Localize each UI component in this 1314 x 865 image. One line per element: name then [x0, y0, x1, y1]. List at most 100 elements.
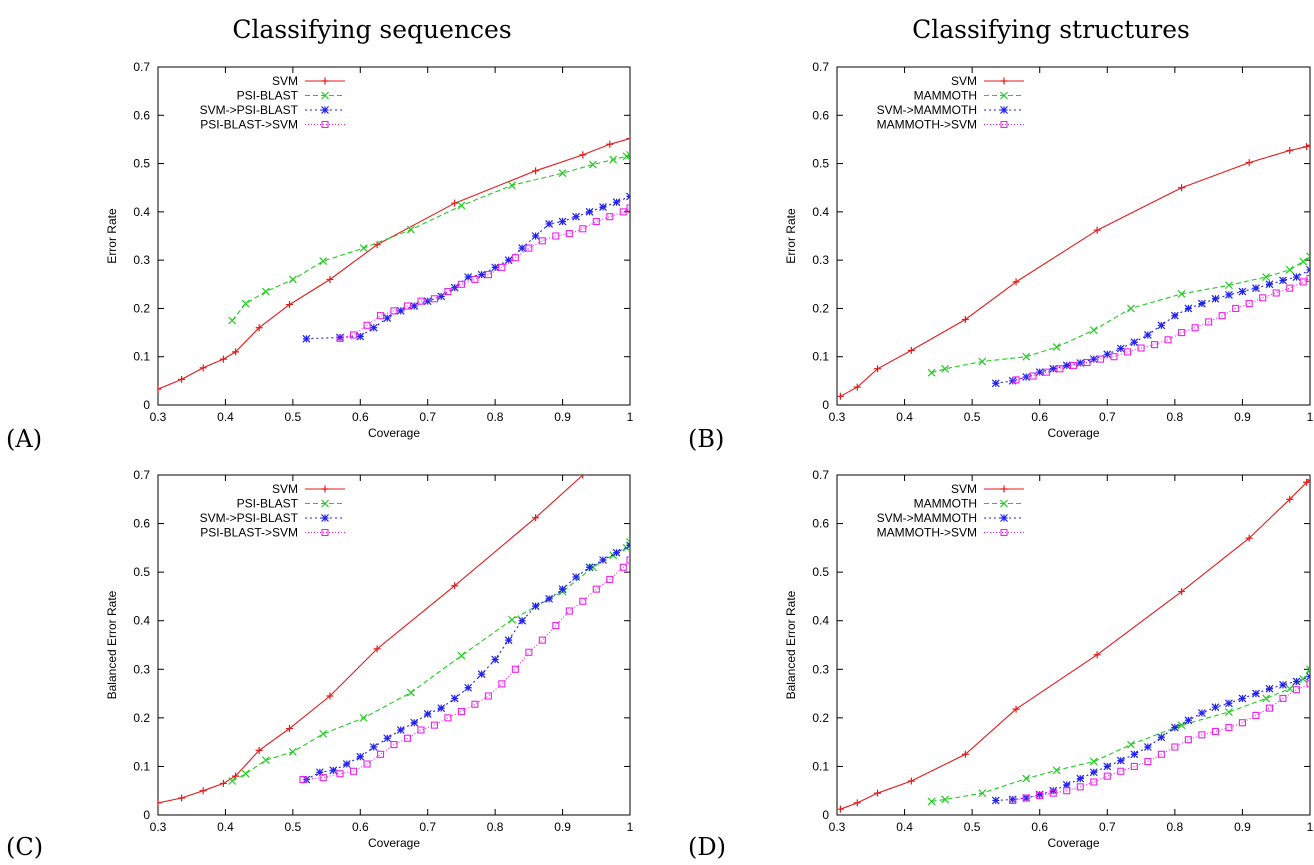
x-tick-label: 0.8 [487, 820, 504, 834]
x-tick-label: 1 [627, 410, 634, 424]
data-point [471, 700, 479, 708]
x-tick-label: 0.9 [1234, 820, 1251, 834]
data-point [1076, 359, 1085, 367]
data-point [538, 636, 546, 644]
data-point [927, 797, 936, 806]
data-point [369, 743, 378, 751]
data-point [1286, 147, 1294, 155]
data-point [1103, 762, 1112, 771]
x-tick-label: 0.4 [896, 410, 913, 424]
data-point [518, 616, 527, 625]
plot-frame [157, 66, 631, 406]
x-tick-label: 0.7 [419, 820, 436, 834]
data-point [491, 263, 500, 272]
x-tick-label: 0.4 [217, 410, 234, 424]
data-point [511, 665, 519, 673]
data-point [531, 602, 540, 611]
data-point [991, 379, 1000, 388]
data-point [1062, 361, 1071, 370]
data-point [1049, 364, 1058, 373]
data-point [1096, 355, 1105, 363]
data-point [592, 217, 600, 226]
data-point [423, 297, 432, 306]
data-point [1171, 743, 1179, 751]
legend-marker [1000, 485, 1008, 493]
panel-label: (C) [6, 833, 43, 861]
data-point [874, 789, 882, 797]
data-point [457, 201, 466, 210]
data-point [484, 271, 492, 279]
legend-label: MAMMOTH [914, 497, 977, 511]
data-point [1299, 257, 1308, 266]
x-tick-label: 0.5 [285, 820, 302, 834]
data-point [1224, 708, 1233, 716]
y-axis-label: Error Rate [784, 208, 798, 264]
data-point [498, 263, 506, 271]
series-2 [991, 265, 1310, 388]
data-point [1170, 723, 1179, 732]
legend-marker [321, 77, 329, 85]
legend-label: SVM->MAMMOTH [877, 103, 977, 117]
data-point [1127, 740, 1135, 749]
chart-panel-c: (C) 0.3 0.4 0.5 0.6 0.7 0.8 0.9 1 0 0.1 0.2 0.3 0.4 0.… [6, 468, 634, 861]
series-3 [336, 204, 630, 342]
data-point [978, 357, 987, 366]
data-point [417, 726, 425, 734]
data-point [1022, 352, 1031, 361]
data-point [241, 769, 250, 778]
data-point [1198, 731, 1206, 739]
series-line [306, 544, 630, 780]
data-point [1224, 699, 1233, 708]
data-point [1008, 795, 1017, 804]
x-tick-label: 0.7 [1099, 820, 1116, 834]
data-point [1292, 686, 1301, 694]
x-tick-label: 0.5 [964, 410, 981, 424]
x-tick-label: 0.9 [554, 410, 571, 424]
data-point [508, 615, 516, 624]
data-point [518, 244, 527, 252]
legend-marker [1000, 91, 1008, 100]
data-point [498, 680, 506, 688]
data-point [1089, 757, 1098, 766]
x-tick-label: 1 [1307, 820, 1314, 834]
data-point [1151, 341, 1159, 349]
legend-marker [1000, 106, 1008, 114]
data-point [1029, 372, 1037, 380]
y-tick-label: 0.4 [812, 205, 829, 219]
legend-label: MAMMOTH->SVM [877, 118, 977, 132]
series-0 [837, 476, 1310, 813]
series-1 [927, 252, 1310, 377]
data-point [837, 392, 844, 400]
data-point [376, 750, 385, 758]
legend-label: MAMMOTH->SVM [877, 526, 977, 540]
data-point [558, 169, 567, 178]
data-point [1127, 304, 1135, 313]
data-point [1285, 684, 1294, 693]
x-tick-label: 0.3 [829, 820, 846, 834]
data-point [403, 734, 412, 742]
y-tick-label: 0.2 [133, 301, 150, 315]
data-point [626, 204, 630, 212]
data-point [444, 287, 452, 296]
data-point [1130, 762, 1138, 770]
data-point [158, 799, 162, 807]
y-tick-label: 0.1 [133, 759, 150, 773]
data-point [1063, 787, 1071, 795]
data-point [326, 692, 334, 700]
legend-label: PSI-BLAST [237, 497, 299, 511]
data-point [565, 230, 573, 238]
y-tick-label: 0.3 [133, 662, 150, 676]
data-point [1265, 684, 1274, 693]
data-point [927, 368, 936, 377]
legend-label: SVM->PSI-BLAST [200, 511, 299, 525]
series-line [995, 269, 1310, 384]
data-point [1285, 265, 1294, 274]
data-point [1076, 774, 1085, 783]
data-point [342, 760, 351, 768]
y-tick-label: 0.4 [812, 614, 829, 628]
data-point [1306, 252, 1310, 261]
data-point [619, 563, 627, 571]
data-point [1178, 588, 1186, 596]
data-point [1069, 361, 1078, 369]
data-point [626, 541, 630, 550]
